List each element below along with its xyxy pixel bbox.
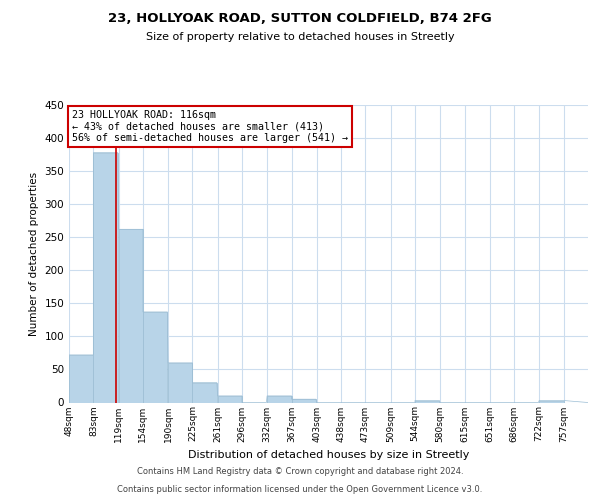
Bar xyxy=(267,396,292,402)
Text: 23, HOLLYOAK ROAD, SUTTON COLDFIELD, B74 2FG: 23, HOLLYOAK ROAD, SUTTON COLDFIELD, B74… xyxy=(108,12,492,26)
Bar xyxy=(94,152,118,402)
X-axis label: Distribution of detached houses by size in Streetly: Distribution of detached houses by size … xyxy=(188,450,469,460)
Bar xyxy=(143,312,167,402)
Bar xyxy=(119,230,143,402)
Text: 23 HOLLYOAK ROAD: 116sqm
← 43% of detached houses are smaller (413)
56% of semi-: 23 HOLLYOAK ROAD: 116sqm ← 43% of detach… xyxy=(73,110,349,144)
Text: Contains HM Land Registry data © Crown copyright and database right 2024.: Contains HM Land Registry data © Crown c… xyxy=(137,467,463,476)
Bar xyxy=(193,382,217,402)
Text: Contains public sector information licensed under the Open Government Licence v3: Contains public sector information licen… xyxy=(118,485,482,494)
Bar xyxy=(292,399,316,402)
Text: Size of property relative to detached houses in Streetly: Size of property relative to detached ho… xyxy=(146,32,454,42)
Bar xyxy=(69,355,94,403)
Bar xyxy=(168,363,193,403)
Bar xyxy=(218,396,242,402)
Y-axis label: Number of detached properties: Number of detached properties xyxy=(29,172,39,336)
Bar xyxy=(415,400,439,402)
Bar xyxy=(539,400,563,402)
